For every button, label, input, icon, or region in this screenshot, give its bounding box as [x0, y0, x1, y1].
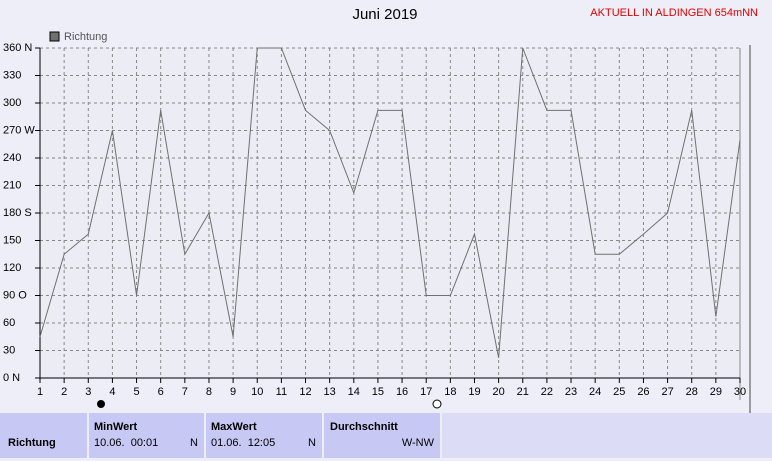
y-tick-label: 360 N [3, 42, 32, 54]
y-tick-label: 270 W [3, 124, 35, 136]
header: MaxWert [211, 421, 257, 433]
marker-ring [432, 399, 442, 409]
y-tick-label: 210 [3, 179, 21, 191]
x-tick-label: 20 [492, 386, 504, 398]
y-tick-label: 60 [3, 317, 15, 329]
x-tick-label: 22 [541, 386, 553, 398]
x-tick-label: 30 [734, 386, 746, 398]
x-tick-label: 3 [85, 386, 91, 398]
marker-dot [97, 400, 105, 408]
chart: Juni 2019 AKTUELL IN ALDINGEN 654mNN 0 N… [3, 6, 758, 413]
x-tick-label: 8 [206, 386, 212, 398]
row-label: Richtung [0, 413, 87, 458]
y-tick-label: 330 [3, 69, 21, 81]
x-tick-label: 7 [182, 386, 188, 398]
x-tick-label: 5 [133, 386, 139, 398]
alert: AKTUELL IN ALDINGEN 654mNN [590, 7, 758, 19]
x-tick-label: 21 [517, 386, 529, 398]
y-tick-label: 300 [3, 97, 21, 109]
chart-title: Juni 2019 [352, 6, 417, 23]
x-tick-label: 2 [61, 386, 67, 398]
x-tick-label: 11 [276, 386, 287, 398]
value: 01.06. 12:05 [211, 437, 276, 449]
value: W-NW [401, 437, 434, 449]
x-tick-label: 24 [589, 386, 601, 398]
cell-empty [442, 413, 772, 458]
data-line [39, 47, 741, 358]
x-tick-label: 28 [686, 386, 698, 398]
y-tick-label: 150 [3, 234, 21, 246]
value: 10.06. 00:01 [94, 437, 159, 449]
y-tick-label: 120 [3, 262, 21, 274]
legend-swatch [49, 31, 60, 42]
value: N [190, 437, 198, 449]
x-tick-label: 23 [565, 386, 577, 398]
header: Durchschnitt [330, 421, 398, 433]
x-tick-label: 14 [348, 386, 360, 398]
x-tick-label: 13 [324, 386, 336, 398]
x-tick-label: 10 [251, 386, 263, 398]
x-tick-label: 4 [109, 386, 115, 398]
x-tick-label: 6 [158, 386, 164, 398]
x-tick-label: 12 [299, 386, 311, 398]
x-tick-label: 9 [230, 386, 236, 398]
x-tick-label: 1 [37, 386, 43, 398]
y-tick-label: 240 [3, 152, 21, 164]
value: N [308, 437, 316, 449]
x-tick-label: 16 [396, 386, 408, 398]
y-tick-label: 30 [3, 344, 15, 356]
x-tick-label: 15 [372, 386, 384, 398]
x-tick-label: 17 [420, 386, 432, 398]
cell-min: MinWert 10.06. 00:01 N [89, 413, 204, 458]
legend-label: Richtung [64, 31, 107, 43]
x-tick-label: 18 [444, 386, 456, 398]
cell-max: MaxWert 01.06. 12:05 N [206, 413, 322, 458]
x-tick-label: 27 [661, 386, 673, 398]
x-tick-label: 26 [637, 386, 649, 398]
x-tick-label: 25 [613, 386, 625, 398]
cell-avg: Durchschnitt W-NW [324, 413, 440, 458]
y-tick-label: 90 O [3, 289, 27, 301]
y-tick-label: 180 S [3, 207, 32, 219]
x-tick-label: 29 [710, 386, 722, 398]
x-tick-label: 19 [468, 386, 480, 398]
y-tick-label: 0 N [3, 372, 20, 384]
header: MinWert [94, 421, 138, 433]
